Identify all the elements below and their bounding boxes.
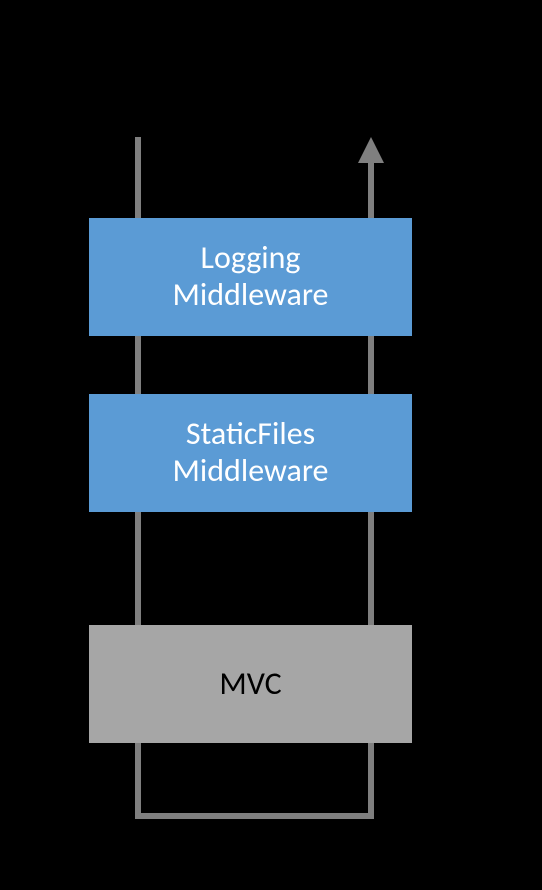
mvc-label: MVC — [219, 666, 281, 703]
middleware-box-logging: Logging Middleware — [89, 218, 412, 336]
middleware-label: Logging — [201, 240, 301, 277]
middleware-label: StaticFiles — [186, 416, 315, 453]
mvc-box: MVC — [89, 625, 412, 743]
middleware-label: Middleware — [173, 277, 329, 314]
diagram-stage: Logging Middleware StaticFiles Middlewar… — [0, 0, 542, 890]
middleware-label: Middleware — [173, 453, 329, 490]
middleware-box-staticfiles: StaticFiles Middleware — [89, 394, 412, 512]
